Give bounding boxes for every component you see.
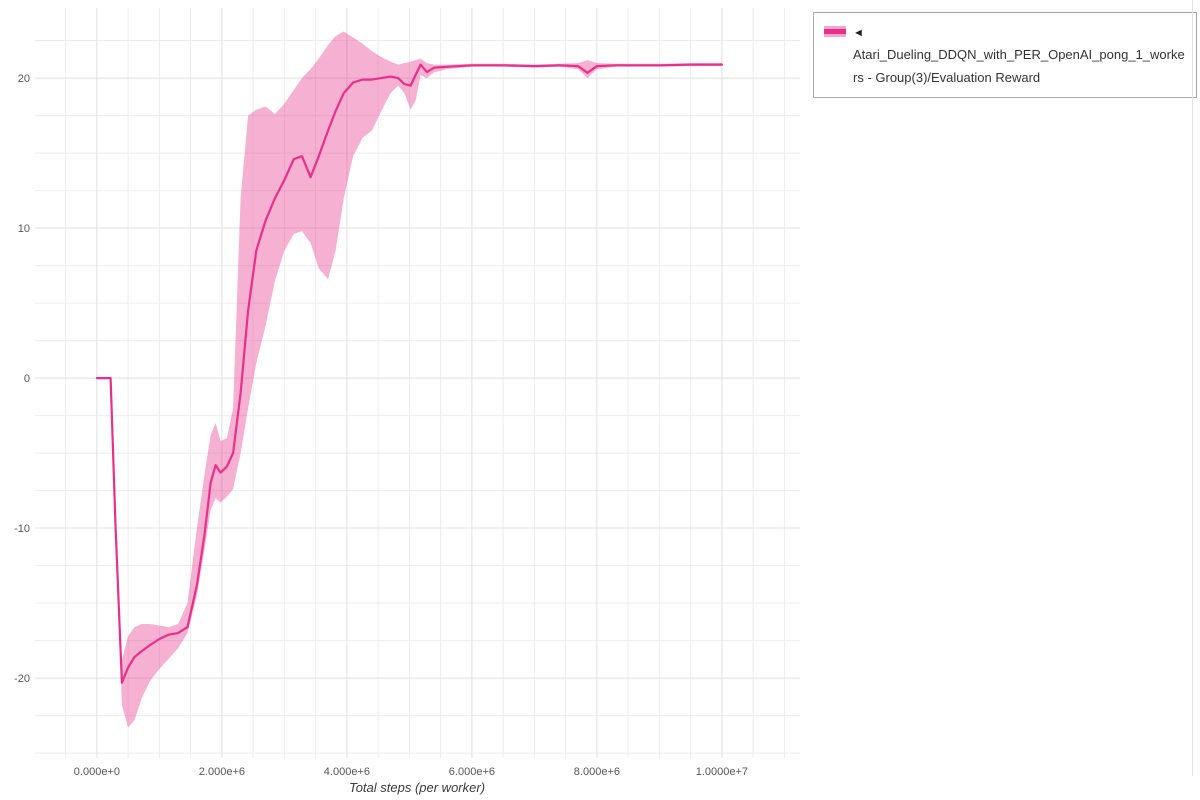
legend-label: ◄ Atari_Dueling_DDQN_with_PER_OpenAI_pon… [853, 21, 1186, 89]
y-tick-label: 20 [18, 73, 30, 85]
series-swatch-icon [824, 26, 846, 37]
y-tick-label: 0 [24, 373, 30, 385]
x-tick-label: 1.0000e+7 [696, 766, 748, 778]
mean-line [95, 63, 723, 684]
x-tick-label: 2.000e+6 [199, 766, 245, 778]
y-tick-label: -20 [14, 673, 30, 685]
x-tick-label: 8.000e+6 [574, 766, 620, 778]
legend-label-text: Atari_Dueling_DDQN_with_PER_OpenAI_pong_… [853, 46, 1185, 85]
y-tick-label: 10 [18, 223, 30, 235]
x-tick-label: 4.000e+6 [324, 766, 370, 778]
collapse-triangle-icon[interactable]: ◄ [853, 27, 864, 39]
x-tick-label: 6.000e+6 [449, 766, 495, 778]
pane-divider [1192, 0, 1193, 776]
legend[interactable]: ◄ Atari_Dueling_DDQN_with_PER_OpenAI_pon… [813, 12, 1197, 99]
y-tick-label: -10 [14, 523, 30, 535]
uncertainty-band [96, 31, 722, 728]
x-tick-label: 0.000e+0 [74, 766, 120, 778]
x-axis-title: Total steps (per worker) [348, 780, 486, 795]
